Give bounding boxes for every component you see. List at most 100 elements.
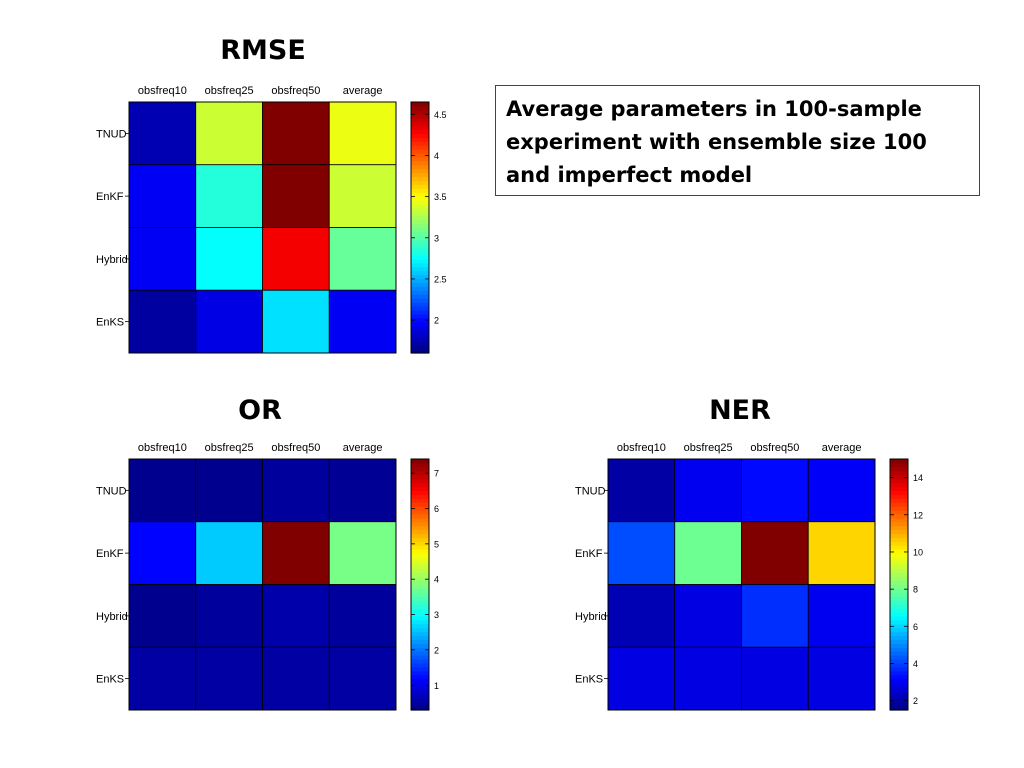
- ner-colorbar-step: [890, 623, 908, 629]
- ner-colorbar-step: [890, 639, 908, 644]
- rmse-colorbar-step: [411, 137, 429, 142]
- or-colorbar-step: [411, 611, 429, 617]
- rmse-plot-frame: [128, 101, 397, 354]
- rmse-colorbar-step: [411, 298, 429, 303]
- ner-colorbar-step: [890, 635, 908, 641]
- rmse-colorbar-step: [411, 313, 429, 319]
- or-colorbar-step: [411, 553, 429, 558]
- rmse-colorbar-frame: [410, 101, 430, 354]
- ner-colorbar-step: [890, 486, 908, 491]
- ner-row-label: EnKS: [575, 674, 603, 686]
- or-row-label: EnKS: [96, 674, 124, 686]
- ner-colorbar-step: [890, 482, 908, 488]
- rmse-colorbar-step: [411, 282, 429, 287]
- or-colorbar-step: [411, 702, 429, 707]
- rmse-colorbar-step: [411, 207, 429, 213]
- rmse-colorbar-tick-label: 3: [434, 233, 439, 243]
- ner-colorbar-step: [890, 466, 908, 472]
- or-colorbar-step: [411, 631, 429, 637]
- or-cell-1-1: [195, 521, 263, 585]
- ner-colorbar-step: [890, 509, 908, 515]
- or-row-label: TNUD: [96, 485, 127, 497]
- ner-colorbar-step: [890, 541, 908, 546]
- rmse-colorbar-step: [411, 109, 429, 115]
- rmse-col-label: obsfreq10: [138, 85, 187, 97]
- ner-colorbar-step: [890, 576, 908, 582]
- or-colorbar-step: [411, 482, 429, 488]
- rmse-colorbar-step: [411, 133, 429, 138]
- or-colorbar-step: [411, 674, 429, 680]
- or-cell-1-2: [262, 521, 330, 585]
- or-cell-3-2: [262, 646, 330, 711]
- rmse-colorbar-step: [411, 294, 429, 299]
- rmse-colorbar-step: [411, 305, 429, 311]
- rmse-colorbar-step: [411, 333, 429, 338]
- ner-colorbar-step: [890, 506, 908, 511]
- or-colorbar-step: [411, 604, 429, 609]
- rmse-colorbar-step: [411, 302, 429, 307]
- or-title: OR: [238, 395, 282, 426]
- or-colorbar-step: [411, 549, 429, 554]
- ner-colorbar-step: [890, 490, 908, 495]
- rmse-cell-2-0: [128, 227, 197, 291]
- or-cell-3-0: [128, 646, 197, 711]
- or-colorbar-step: [411, 686, 429, 691]
- or-colorbar-step: [411, 580, 429, 586]
- ner-colorbar-step: [890, 706, 908, 711]
- ner-col-label: obsfreq10: [617, 442, 666, 454]
- rmse-colorbar-step: [411, 188, 429, 193]
- or-cell-2-0: [128, 584, 197, 648]
- ner-colorbar-step: [890, 513, 908, 519]
- or-colorbar-step: [411, 572, 429, 578]
- or-colorbar-step: [411, 494, 429, 499]
- ner-cell-3-1: [674, 646, 742, 711]
- or-colorbar-step: [411, 462, 429, 468]
- or-colorbar-step: [411, 659, 429, 664]
- rmse-colorbar-step: [411, 176, 429, 182]
- or-colorbar-step: [411, 690, 429, 695]
- rmse-colorbar-step: [411, 121, 429, 127]
- or-colorbar-step: [411, 694, 429, 699]
- or-colorbar-step: [411, 576, 429, 582]
- ner-cell-2-3: [807, 584, 876, 648]
- or-colorbar-step: [411, 470, 429, 476]
- or-colorbar-step: [411, 486, 429, 491]
- ner-colorbar-step: [890, 478, 908, 484]
- ner-colorbar-step: [890, 533, 908, 539]
- rmse-cell-2-2: [262, 227, 330, 291]
- ner-colorbar-step: [890, 694, 908, 699]
- ner-colorbar-step: [890, 655, 908, 660]
- or-colorbar-step: [411, 666, 429, 672]
- ner-colorbar-step: [890, 686, 908, 691]
- or-colorbar-step: [411, 647, 429, 652]
- rmse-colorbar-step: [411, 168, 429, 174]
- ner-cell-0-0: [607, 458, 676, 523]
- ner-plot: obsfreq10 obsfreq25 obsfreq50 average TNUD En…: [575, 442, 876, 711]
- ner-colorbar-step: [890, 611, 908, 617]
- ner-colorbar-step: [890, 643, 908, 648]
- ner-colorbar-tick-label: 8: [913, 585, 918, 595]
- rmse-colorbar-step: [411, 321, 429, 327]
- ner-colorbar-tick-label: 2: [913, 696, 918, 706]
- or-colorbar-step: [411, 596, 429, 601]
- ner-colorbar-step: [890, 678, 908, 684]
- ner-colorbar-step: [890, 674, 908, 680]
- or-colorbar-step: [411, 533, 429, 539]
- or-colorbar-step: [411, 557, 429, 562]
- rmse-colorbar-step: [411, 223, 429, 229]
- ner-colorbar-step: [890, 545, 908, 550]
- or-colorbar-tick-label: 4: [434, 575, 439, 585]
- rmse-cell-3-2: [262, 289, 330, 354]
- rmse-colorbar-step: [411, 141, 429, 146]
- ner-colorbar-step: [890, 459, 908, 464]
- rmse-colorbar-step: [411, 117, 429, 123]
- ner-colorbar-step: [890, 647, 908, 652]
- ner-colorbar-step: [890, 521, 908, 527]
- or-colorbar-step: [411, 670, 429, 676]
- or-colorbar-step: [411, 592, 429, 597]
- or-cell-3-3: [328, 646, 397, 711]
- ner-colorbar-step: [890, 588, 908, 593]
- or-colorbar-step: [411, 698, 429, 703]
- rmse-colorbar-step: [411, 215, 429, 221]
- rmse-colorbar-step: [411, 129, 429, 134]
